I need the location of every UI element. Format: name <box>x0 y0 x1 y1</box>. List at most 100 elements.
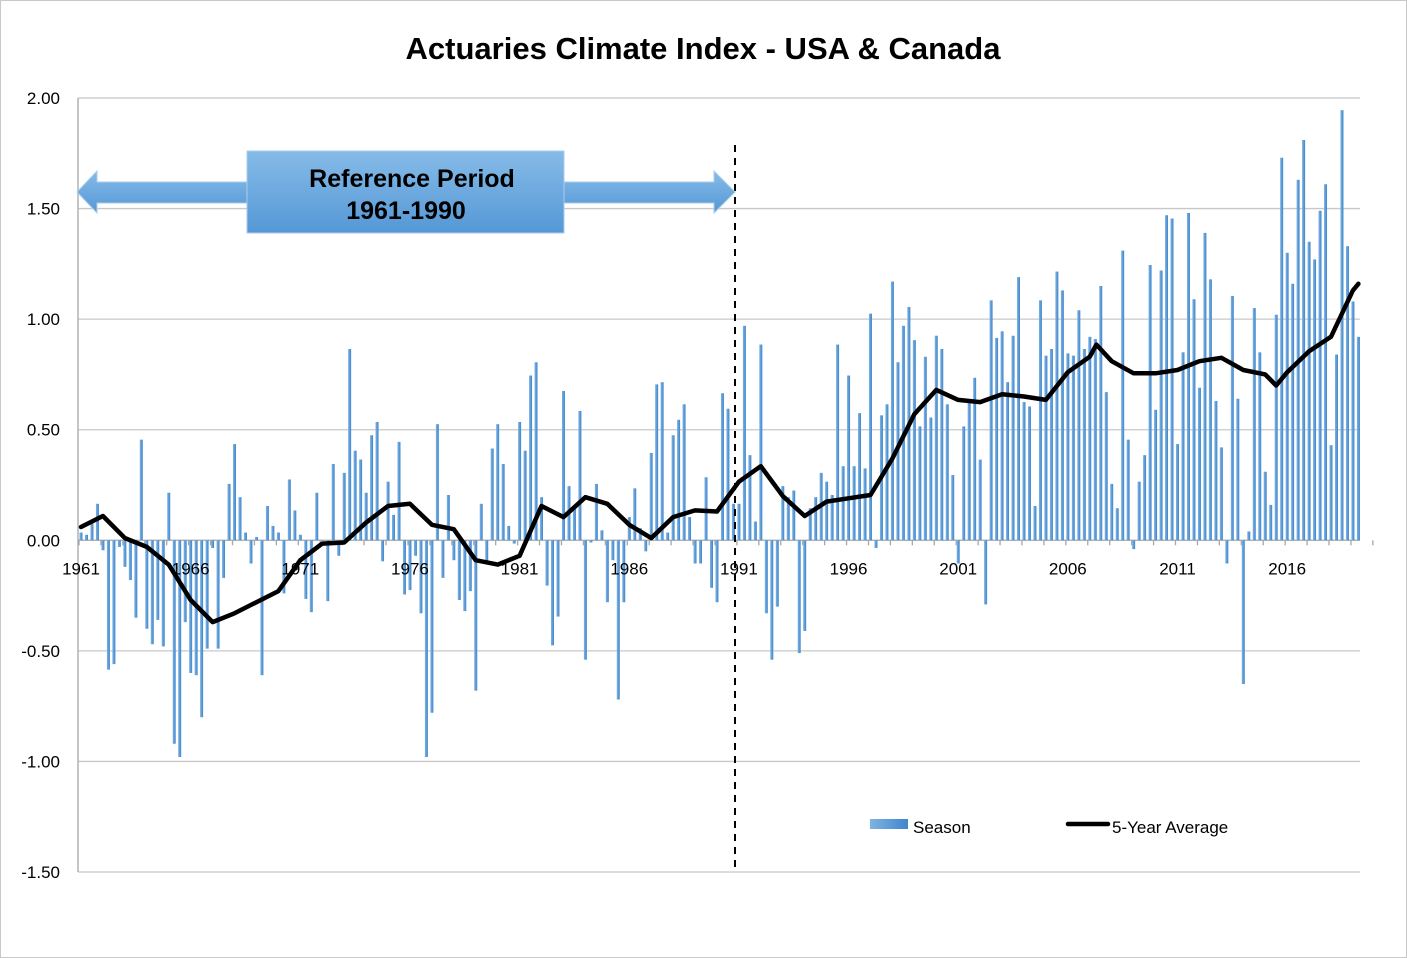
season-bar <box>1165 215 1169 541</box>
season-bar <box>890 281 894 541</box>
season-bar <box>1219 447 1223 541</box>
season-bar <box>282 540 286 594</box>
x-tick-label: 1996 <box>830 559 868 578</box>
season-bar <box>320 540 324 541</box>
season-bar <box>227 483 231 541</box>
season-bar <box>101 540 105 551</box>
season-bar <box>95 503 99 541</box>
season-bar <box>1197 387 1201 541</box>
season-bar <box>797 540 801 654</box>
season-bar <box>496 424 500 541</box>
season-bar <box>847 375 851 541</box>
season-bar <box>1241 540 1245 685</box>
season-bar <box>1285 252 1289 541</box>
season-bar <box>507 525 511 541</box>
season-bar <box>622 540 626 603</box>
season-bar <box>413 540 417 556</box>
reference-period-box <box>246 150 565 234</box>
season-bar <box>1225 540 1229 564</box>
season-bar <box>1066 353 1070 541</box>
season-bar <box>1082 348 1086 541</box>
season-bar <box>441 540 445 578</box>
season-bar <box>216 540 220 649</box>
season-bar <box>534 362 538 541</box>
season-bar <box>731 503 735 541</box>
season-bar <box>594 483 598 541</box>
season-bar <box>474 540 478 691</box>
season-bar <box>540 497 544 541</box>
season-bar <box>1186 212 1190 541</box>
season-bar <box>605 540 609 603</box>
season-bar <box>720 393 724 541</box>
season-bar <box>452 540 456 561</box>
season-bar <box>370 435 374 541</box>
season-bar <box>1176 444 1179 541</box>
season-bar <box>172 540 176 744</box>
season-bar <box>430 540 434 713</box>
season-bar <box>183 540 187 623</box>
season-bar <box>940 348 944 541</box>
season-bar <box>1115 508 1119 541</box>
season-bar <box>1011 335 1015 541</box>
season-bar <box>1044 355 1048 541</box>
season-bar <box>79 532 83 541</box>
season-bar <box>435 424 439 541</box>
y-tick-label: 1.00 <box>27 310 60 329</box>
season-bar <box>298 534 302 541</box>
season-bar <box>1258 352 1262 541</box>
season-bar <box>951 475 955 541</box>
season-bar <box>1038 300 1042 541</box>
season-bar <box>1093 339 1097 541</box>
season-bar <box>699 540 703 564</box>
season-bar <box>1060 290 1064 541</box>
season-bar <box>709 540 713 588</box>
season-bar <box>759 344 763 541</box>
season-bar <box>337 540 341 556</box>
reference-period-annotation: Reference Period 1961-1990 <box>76 150 736 234</box>
y-tick-label: -1.00 <box>21 752 60 771</box>
season-bar <box>1110 483 1114 541</box>
season-bar <box>1126 439 1130 541</box>
season-bar <box>967 402 971 541</box>
x-tick-label: 1961 <box>62 559 100 578</box>
season-bar <box>945 404 949 541</box>
season-bar <box>858 413 862 541</box>
season-bar <box>265 506 269 541</box>
season-bar <box>1263 471 1267 541</box>
season-bar <box>381 540 385 562</box>
season-bar <box>90 523 94 541</box>
season-bar <box>1192 299 1196 541</box>
x-tick-label: 2006 <box>1049 559 1087 578</box>
season-bar <box>852 466 856 541</box>
season-bar <box>331 463 335 541</box>
season-bar <box>781 486 785 541</box>
season-bar <box>150 540 154 645</box>
season-bar <box>808 508 812 541</box>
season-bar <box>1230 295 1234 541</box>
legend-season-label: Season <box>913 818 971 837</box>
season-bar <box>518 421 522 541</box>
season-bar <box>572 507 576 541</box>
season-bar <box>830 494 834 541</box>
season-bar <box>222 540 226 578</box>
season-bar <box>117 540 121 547</box>
season-bar <box>304 540 308 599</box>
season-bar <box>167 492 171 541</box>
season-bar <box>1208 279 1212 541</box>
season-bar <box>1269 504 1273 541</box>
season-bar <box>479 503 483 541</box>
season-bar <box>1307 241 1311 541</box>
season-bar <box>468 540 472 592</box>
season-bar <box>359 459 363 541</box>
season-bar <box>775 540 779 607</box>
legend: Season 5-Year Average <box>870 818 1228 837</box>
x-tick-label: 1986 <box>610 559 648 578</box>
season-bar <box>912 340 916 541</box>
y-axis-tick-labels: 2.00 1.50 1.00 0.50 0.00 -0.50 -1.00 -1.50 <box>21 89 60 882</box>
season-bar <box>243 532 247 541</box>
season-bar <box>792 490 796 541</box>
legend-season-swatch <box>870 819 908 829</box>
season-bar <box>918 426 922 541</box>
season-bar <box>1033 506 1037 541</box>
